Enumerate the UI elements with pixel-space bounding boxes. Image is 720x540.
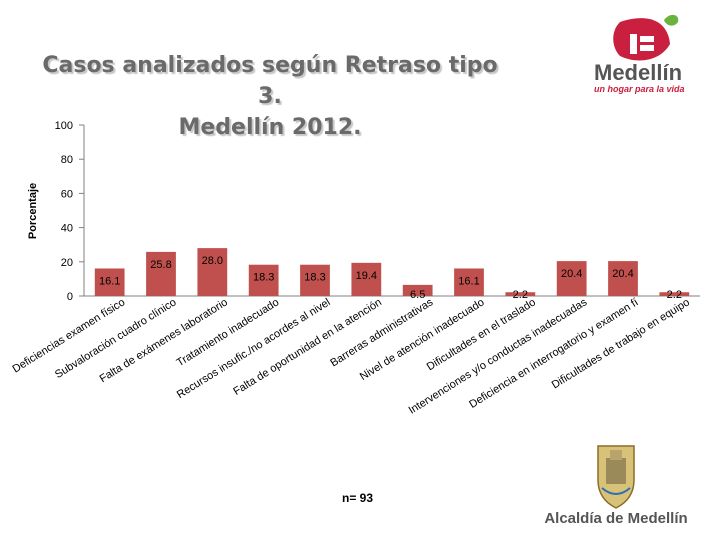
medellin-slogan: un hogar para la vida bbox=[594, 84, 685, 94]
bar bbox=[505, 292, 536, 296]
chart-title-line-1: Casos analizados según Retraso tipo 3. bbox=[42, 53, 498, 109]
y-tick-label: 40 bbox=[61, 223, 73, 235]
data-label: 18.3 bbox=[304, 272, 325, 284]
alcaldia-name: Alcaldía de Medellín bbox=[544, 510, 688, 527]
medellin-name: Medellín bbox=[594, 60, 683, 85]
bar bbox=[556, 261, 587, 296]
medellin-emblem-icon bbox=[613, 14, 679, 61]
y-tick-label: 80 bbox=[61, 154, 73, 166]
bar bbox=[248, 264, 279, 296]
bar bbox=[94, 268, 125, 296]
data-label: 18.3 bbox=[253, 272, 274, 284]
data-label: 28.0 bbox=[202, 255, 223, 267]
data-label: 25.8 bbox=[150, 259, 171, 271]
bar bbox=[454, 268, 484, 296]
chart-title-line-2: Medellín 2012. bbox=[178, 115, 362, 140]
alcaldia-logo: Alcaldía de Medellín bbox=[536, 440, 696, 530]
y-tick-label: 100 bbox=[55, 120, 73, 132]
bar bbox=[402, 284, 433, 296]
data-label: 20.4 bbox=[561, 268, 582, 280]
bar bbox=[659, 292, 690, 296]
sample-size-note: n= 93 bbox=[342, 491, 374, 505]
data-label: 16.1 bbox=[99, 275, 120, 287]
data-label: 19.4 bbox=[356, 270, 377, 282]
bar bbox=[351, 262, 382, 296]
y-tick-label: 20 bbox=[61, 257, 73, 269]
bar bbox=[608, 261, 638, 296]
y-tick-label: 60 bbox=[61, 188, 73, 200]
y-tick-label: 0 bbox=[67, 291, 73, 303]
data-label: 16.1 bbox=[458, 275, 479, 287]
coat-of-arms-icon bbox=[597, 445, 635, 509]
bar bbox=[300, 264, 330, 296]
data-label: 6.5 bbox=[410, 289, 425, 301]
data-label: 2.2 bbox=[513, 289, 528, 301]
chart-title: Casos analizados según Retraso tipo 3. M… bbox=[30, 50, 510, 143]
medellin-logo: Medellín un hogar para la vida bbox=[590, 12, 700, 96]
bar bbox=[146, 251, 176, 296]
data-label: 2.2 bbox=[667, 289, 682, 301]
y-axis-label: Porcentaje bbox=[27, 183, 39, 239]
data-label: 20.4 bbox=[612, 268, 633, 280]
bar bbox=[197, 248, 228, 296]
